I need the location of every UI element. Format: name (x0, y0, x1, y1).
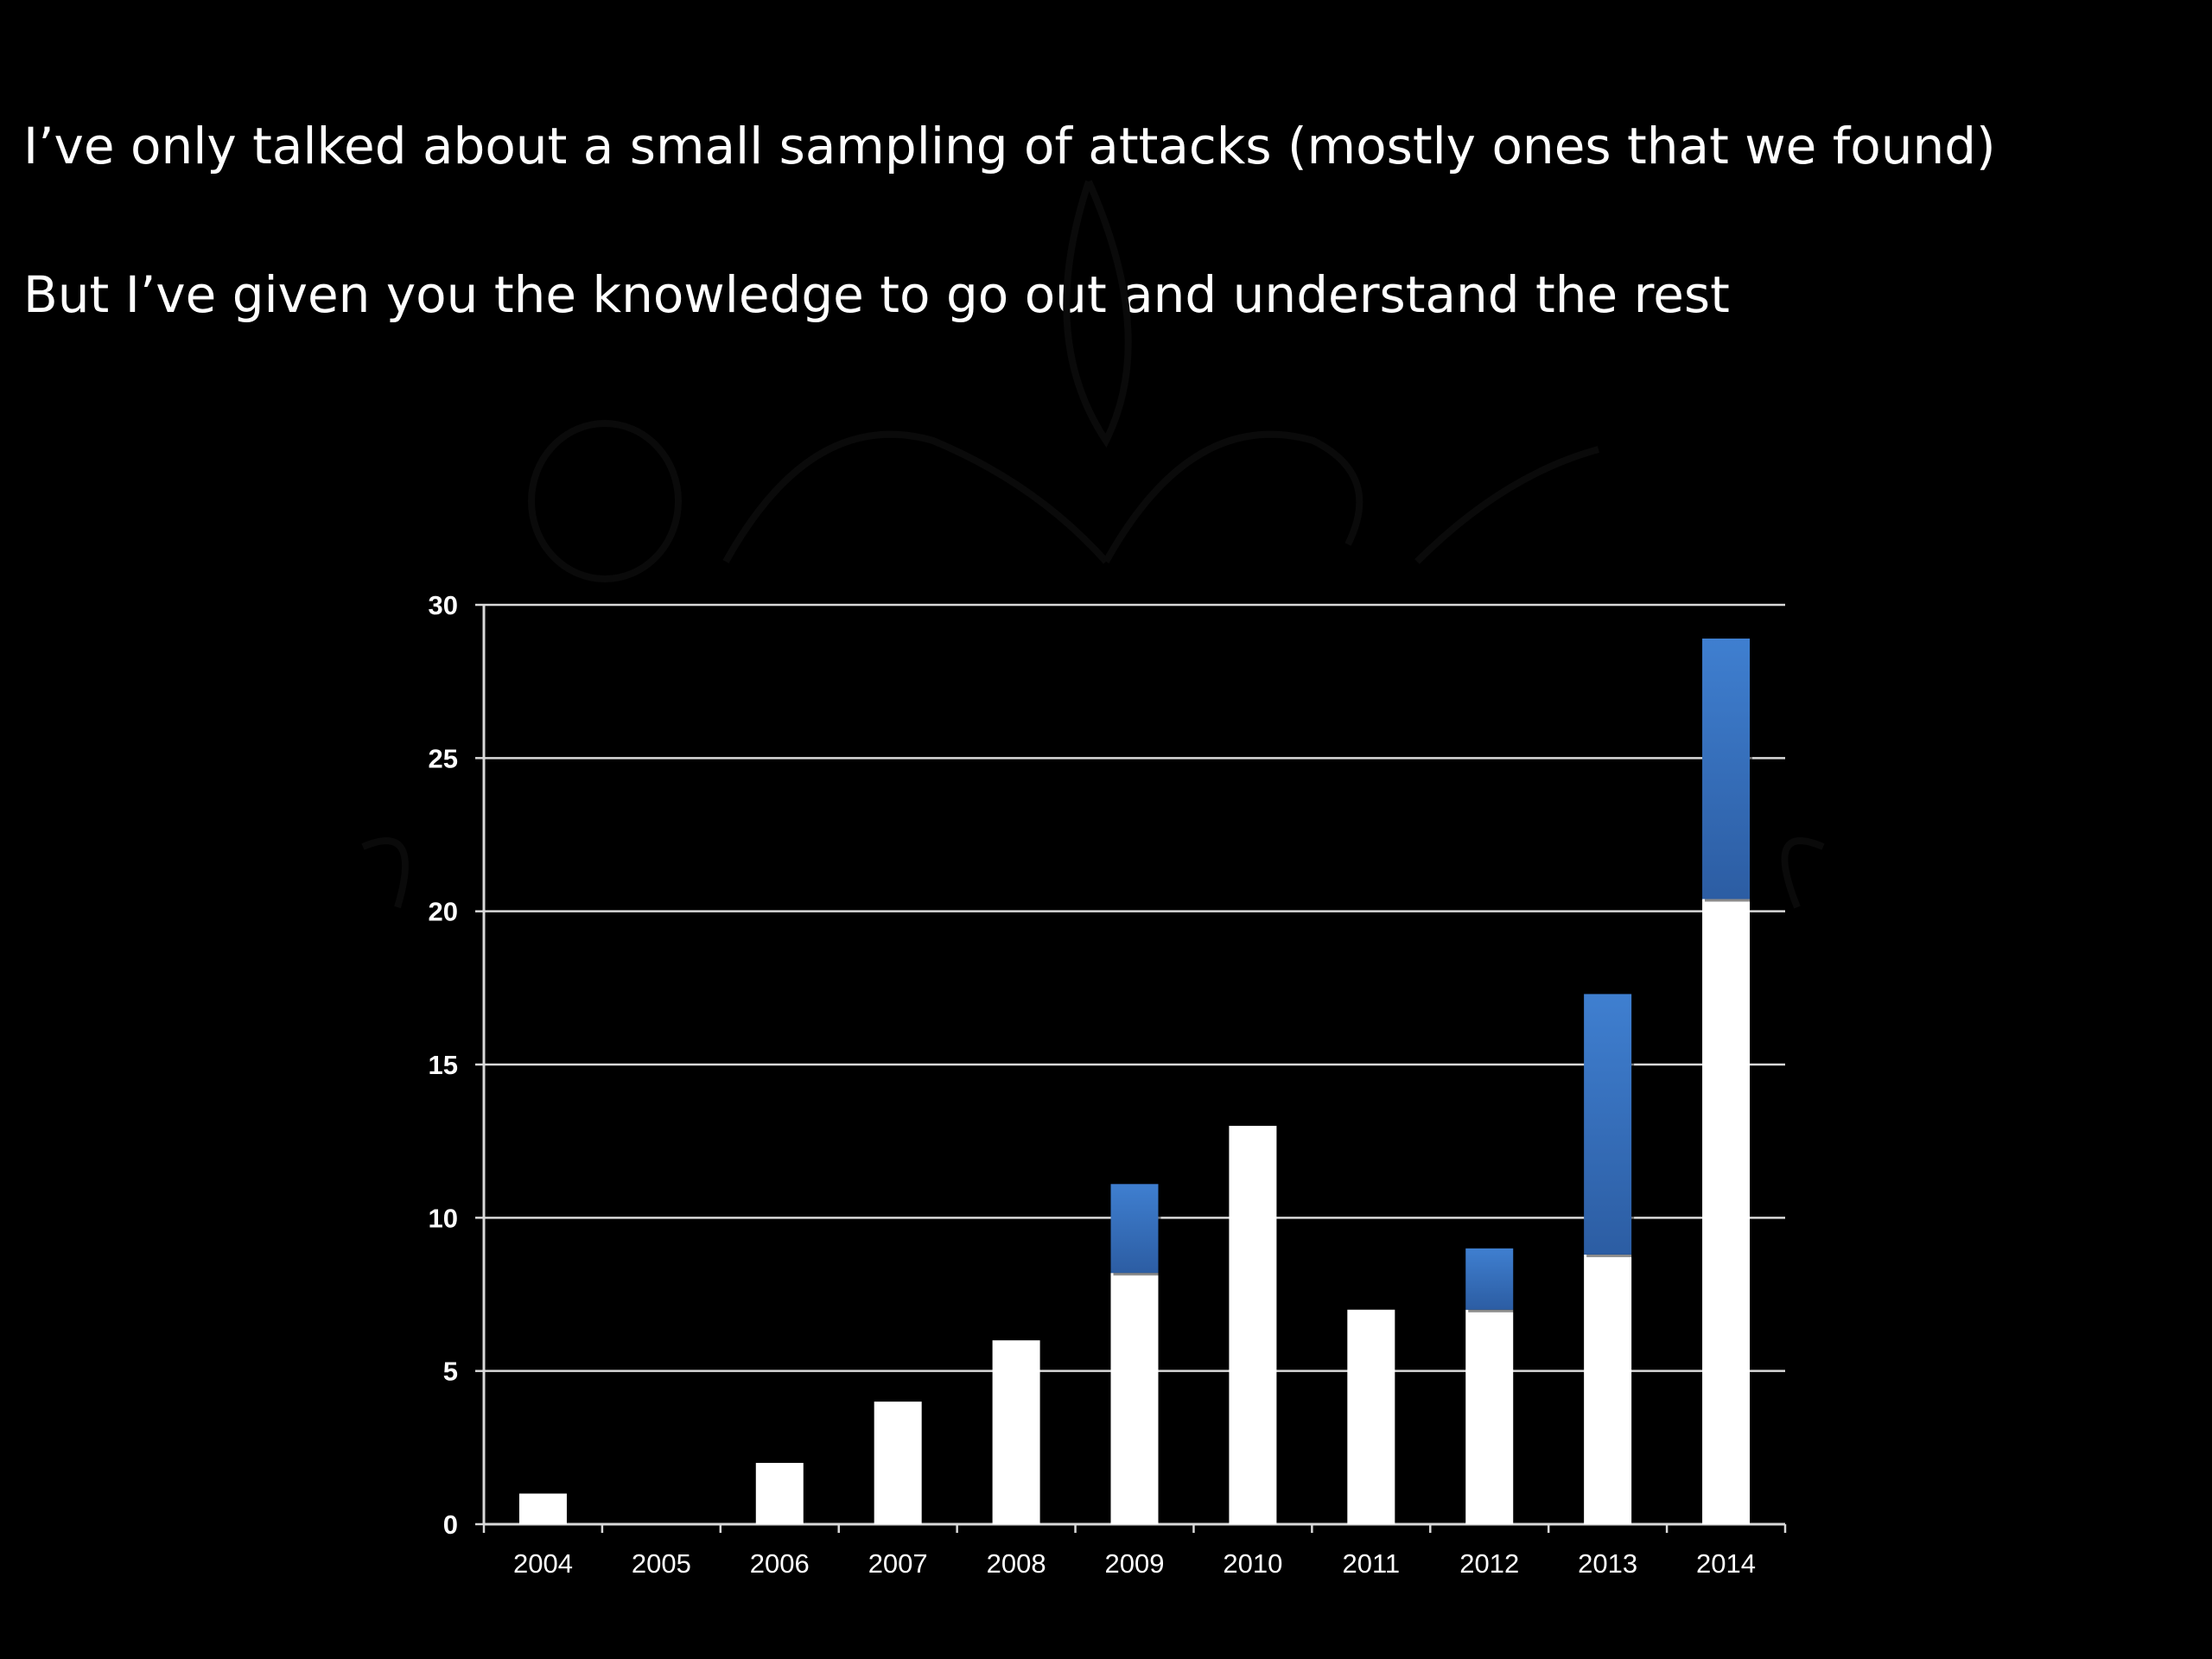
bar-overlay-2012 (1465, 1248, 1514, 1310)
bar-2013 (1584, 1254, 1632, 1524)
bar-2010 (1229, 1125, 1277, 1524)
x-tick-label: 2010 (1223, 1548, 1282, 1579)
x-tick-label: 2014 (1696, 1548, 1756, 1579)
y-tick-label: 0 (443, 1510, 458, 1540)
y-tick-label: 20 (429, 897, 458, 927)
bar-2008 (992, 1340, 1040, 1524)
x-tick-label: 2006 (750, 1548, 810, 1579)
x-tick-label: 2013 (1578, 1548, 1637, 1579)
y-tick-label: 25 (429, 743, 458, 773)
bar-2004 (518, 1493, 567, 1524)
x-tick-label: 2008 (987, 1548, 1046, 1579)
x-tick-label: 2011 (1342, 1548, 1400, 1579)
bar-2009 (1110, 1273, 1159, 1524)
x-tick-label: 2007 (868, 1548, 928, 1579)
ornament-watermark (361, 180, 1825, 909)
bar-2007 (874, 1402, 922, 1524)
bar-2006 (755, 1463, 804, 1524)
y-tick-label: 10 (429, 1203, 458, 1233)
bar-2012 (1465, 1309, 1514, 1524)
x-tick-label: 2009 (1105, 1548, 1165, 1579)
x-tick-label: 2005 (632, 1548, 691, 1579)
x-tick-label: 2004 (513, 1548, 573, 1579)
bar-overlay-2014 (1702, 639, 1751, 899)
bar-overlay-2009 (1110, 1184, 1159, 1274)
bar-2014 (1702, 899, 1751, 1524)
bar-2011 (1347, 1309, 1395, 1524)
bar-overlay-2013 (1584, 994, 1632, 1255)
slide-text-line-2: But I’ve given you the knowledge to go o… (23, 265, 1730, 324)
slide-text-line-1: I’ve only talked about a small sampling … (23, 117, 1996, 175)
y-tick-label: 30 (429, 590, 458, 620)
x-tick-label: 2012 (1459, 1548, 1519, 1579)
y-tick-label: 5 (443, 1357, 458, 1387)
y-tick-label: 15 (429, 1050, 458, 1080)
